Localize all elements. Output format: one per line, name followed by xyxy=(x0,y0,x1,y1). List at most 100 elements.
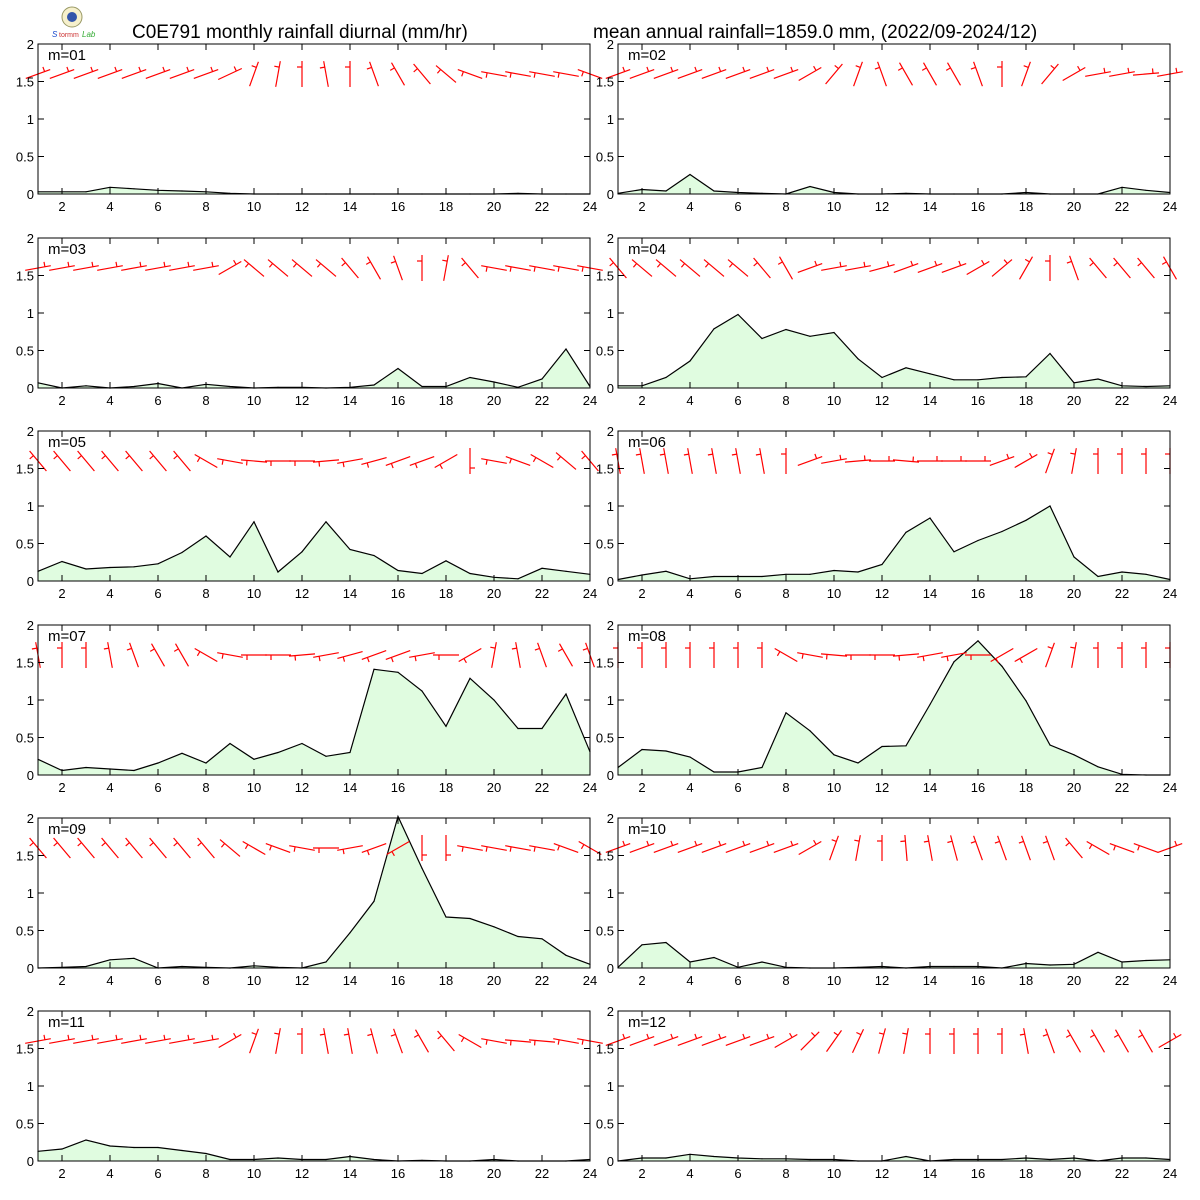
wind-barb-m=11-18 xyxy=(437,1030,455,1052)
wind-barb-m=09-11 xyxy=(265,843,291,853)
x-tick-label: 18 xyxy=(439,1166,453,1181)
wind-barb-m=08-5 xyxy=(709,642,715,668)
x-tick-label: 6 xyxy=(734,586,741,601)
panel-m=03: 00.511.522 4 6 8 10 12 14 16 18 20 22 24m=03 xyxy=(16,231,603,408)
panel-m=01: 00.511.522 4 6 8 10 12 14 16 18 20 22 24m=01 xyxy=(16,37,603,214)
wind-barb-m=12-7 xyxy=(749,1033,775,1046)
x-tick-label: 6 xyxy=(154,973,161,988)
x-tick-label: 18 xyxy=(1019,586,1033,601)
wind-barb-m=09-23 xyxy=(553,843,579,853)
wind-barb-m=03-20 xyxy=(481,265,507,272)
x-tick-label: 24 xyxy=(583,973,597,988)
rain-point-m=11-9 xyxy=(229,1158,231,1161)
rain-point-m=12-7 xyxy=(761,1158,763,1160)
wind-barb-m=12-10 xyxy=(826,1030,842,1052)
wind-barb-m=03-13 xyxy=(315,259,337,277)
x-tick-label: 14 xyxy=(923,393,937,408)
wind-barb-m=02-14 xyxy=(921,62,938,86)
x-tick-label: 20 xyxy=(1067,393,1081,408)
rain-point-m=05-2 xyxy=(61,560,63,563)
wind-barb-m=04-18 xyxy=(1018,256,1034,280)
wind-barb-m=08-7 xyxy=(757,642,763,668)
wind-barb-m=07-14 xyxy=(337,651,363,662)
rain-point-m=09-3 xyxy=(85,965,87,968)
wind-barb-m=07-21 xyxy=(511,642,521,668)
wind-barb-m=10-18 xyxy=(1018,835,1031,861)
y-tick-label: 1 xyxy=(607,693,614,708)
x-tick-label: 14 xyxy=(343,586,357,601)
wind-barb-m=01-20 xyxy=(481,71,507,78)
rain-point-m=05-12 xyxy=(301,551,303,553)
wind-barb-m=11-2 xyxy=(49,1034,75,1044)
x-tick-label: 18 xyxy=(1019,1166,1033,1181)
x-tick-label: 4 xyxy=(106,393,113,408)
x-tick-label: 6 xyxy=(154,1166,161,1181)
wind-barb-m=07-13 xyxy=(313,652,339,662)
wind-barb-m=08-20 xyxy=(1070,642,1077,668)
x-tick-label: 10 xyxy=(827,780,841,795)
rain-point-m=07-14 xyxy=(349,751,351,754)
wind-barb-m=01-4 xyxy=(97,66,123,79)
panel-m=05: 00.511.522 4 6 8 10 12 14 16 18 20 22 24m=05 xyxy=(16,424,599,601)
wind-barb-m=11-22 xyxy=(528,1039,556,1046)
y-tick-label: 1 xyxy=(607,499,614,514)
wind-barb-m=07-12 xyxy=(288,653,316,661)
wind-barb-m=05-10 xyxy=(240,459,268,466)
x-tick-label: 2 xyxy=(58,973,65,988)
wind-barb-m=01-19 xyxy=(457,69,483,79)
x-tick-label: 22 xyxy=(1115,973,1129,988)
wind-barb-m=05-6 xyxy=(149,450,167,472)
y-tick-label: 2 xyxy=(27,37,34,52)
rain-point-m=11-11 xyxy=(277,1157,279,1159)
wind-barb-m=04-7 xyxy=(753,257,771,279)
wind-barb-m=11-4 xyxy=(97,1034,123,1044)
rain-point-m=04-10 xyxy=(833,331,835,334)
rain-point-m=04-4 xyxy=(689,360,691,362)
y-tick-label: 0 xyxy=(607,1154,614,1169)
wind-barb-m=10-16 xyxy=(970,835,983,861)
panel-m=08: 00.511.522 4 6 8 10 12 14 16 18 20 22 24m=08 xyxy=(596,618,1177,795)
rain-point-m=04-19 xyxy=(1049,352,1051,355)
wind-barb-m=04-21 xyxy=(1089,257,1107,279)
rain-point-m=01-5 xyxy=(133,188,135,190)
wind-barb-m=06-2 xyxy=(635,448,645,474)
wind-barb-m=05-14 xyxy=(337,458,363,468)
rain-point-m=03-15 xyxy=(373,384,375,386)
wind-barb-m=06-17 xyxy=(989,453,1015,466)
y-tick-label: 0.5 xyxy=(596,924,614,939)
wind-barb-m=06-5 xyxy=(707,448,717,474)
x-tick-label: 16 xyxy=(971,973,985,988)
y-tick-label: 0 xyxy=(607,768,614,783)
x-tick-label: 22 xyxy=(535,973,549,988)
wind-barb-m=05-9 xyxy=(217,458,243,465)
wind-barb-m=09-16 xyxy=(386,840,410,857)
y-tick-label: 1 xyxy=(27,306,34,321)
wind-barb-m=07-3 xyxy=(81,642,87,668)
wind-barb-m=11-8 xyxy=(193,1034,219,1044)
rain-point-m=01-3 xyxy=(85,191,87,193)
rain-point-m=10-19 xyxy=(1049,964,1051,966)
wind-barb-m=03-19 xyxy=(461,257,479,279)
wind-barb-m=06-4 xyxy=(683,448,693,474)
y-tick-label: 1.5 xyxy=(596,75,614,90)
rain-point-m=01-4 xyxy=(109,186,111,188)
y-tick-label: 2 xyxy=(27,618,34,633)
x-tick-label: 8 xyxy=(202,973,209,988)
wind-barb-m=12-2 xyxy=(629,1033,655,1046)
x-tick-label: 14 xyxy=(923,586,937,601)
wind-barb-m=04-12 xyxy=(869,261,895,272)
wind-barb-m=06-6 xyxy=(731,448,741,474)
wind-barb-m=07-16 xyxy=(385,650,411,663)
rain-point-m=07-11 xyxy=(277,751,279,754)
x-tick-label: 16 xyxy=(391,973,405,988)
wind-barb-m=11-23 xyxy=(553,1038,579,1045)
x-tick-label: 10 xyxy=(247,199,261,214)
x-tick-label: 8 xyxy=(782,1166,789,1181)
wind-barb-m=11-13 xyxy=(319,1028,329,1054)
x-tick-label: 16 xyxy=(971,393,985,408)
rain-point-m=09-5 xyxy=(133,957,135,959)
rain-point-m=07-15 xyxy=(373,668,375,670)
wind-barb-m=11-9 xyxy=(218,1032,242,1049)
wind-barb-m=07-9 xyxy=(217,652,243,659)
wind-barb-m=06-22 xyxy=(1117,448,1123,474)
